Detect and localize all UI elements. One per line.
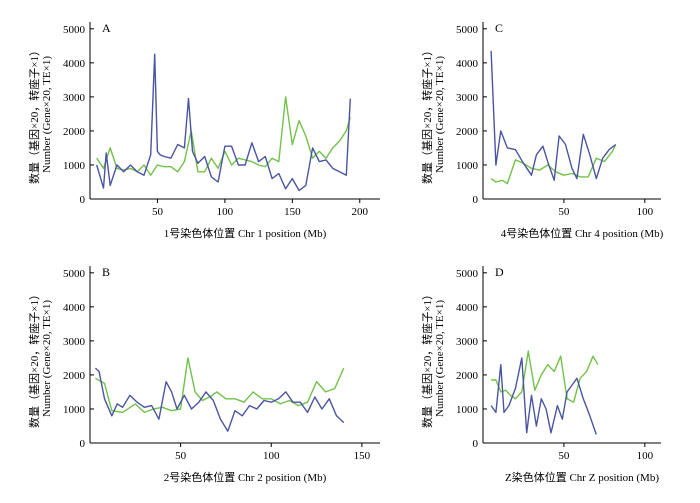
series-line-genes: [490, 50, 617, 182]
y-axis-label: Number (Gene×20, TE×1): [434, 56, 446, 173]
y-axis-label: 数量（基因×20，转座子×1）: [420, 45, 434, 184]
panel-letter: C: [495, 21, 503, 35]
panel-letter: D: [495, 265, 504, 279]
panel-d: 0 1000 2000 3000 4000 5000 50 100 D Z染色体位置 Chr Z …: [420, 265, 661, 484]
x-tick-label: 50: [558, 450, 570, 462]
y-tick-label: 5000: [63, 268, 86, 280]
x-tick-label: 50: [152, 206, 164, 218]
y-tick-label: 4000: [63, 302, 86, 314]
panel-letter: B: [102, 265, 110, 279]
x-axis-label: 2号染色体位置 Chr 2 position (Mb): [164, 470, 327, 484]
y-tick-label: 0: [473, 194, 479, 206]
series-line-te: [491, 350, 599, 403]
y-axis-label: Number (Gene×20, TE×1): [41, 300, 53, 417]
y-tick-label: 4000: [456, 302, 479, 314]
panel-letter: A: [102, 21, 111, 35]
series-line-te: [96, 96, 351, 176]
y-tick-label: 1000: [63, 160, 86, 172]
series-line-genes: [94, 367, 345, 432]
series-line-genes: [490, 357, 597, 435]
y-tick-label: 3000: [456, 336, 479, 348]
x-tick-label: 100: [263, 450, 280, 462]
panel-a: 0 1000 2000 3000 4000 5000 50 100 150 200 A 1号染色体位置…: [27, 21, 380, 240]
x-tick-label: 100: [637, 450, 654, 462]
y-tick-label: 2000: [63, 370, 86, 382]
x-tick-label: 150: [284, 206, 301, 218]
y-tick-label: 3000: [456, 92, 479, 104]
x-tick-label: 150: [354, 450, 371, 462]
x-axis-label: Z染色体位置 Chr Z position (Mb): [505, 470, 659, 484]
y-axis-label: Number (Gene×20, TE×1): [41, 56, 53, 173]
x-tick-label: 100: [637, 206, 654, 218]
y-tick-label: 5000: [456, 24, 479, 36]
y-tick-label: 2000: [456, 370, 479, 382]
y-axis-label: 数量（基因×20，转座子×1）: [27, 45, 41, 184]
x-tick-label: 200: [352, 206, 369, 218]
y-tick-label: 2000: [456, 126, 479, 138]
series-line-te: [490, 144, 617, 185]
panel-b: 0 1000 2000 3000 4000 5000 50 100 150 B 2号染色体位置 Ch…: [27, 265, 380, 484]
series-line-genes: [96, 53, 351, 192]
x-axis-label: 1号染色体位置 Chr 1 position (Mb): [164, 226, 327, 240]
y-tick-label: 2000: [63, 126, 86, 138]
y-tick-label: 4000: [63, 58, 86, 70]
y-axis-label: 数量（基因×20，转座子×1）: [420, 289, 434, 428]
y-tick-label: 1000: [456, 404, 479, 416]
y-tick-label: 4000: [456, 58, 479, 70]
panel-c: 0 1000 2000 3000 4000 5000 50 100 C 4号染色体位置 Chr 4…: [420, 21, 664, 240]
y-tick-label: 1000: [63, 404, 86, 416]
x-tick-label: 50: [175, 450, 187, 462]
y-tick-label: 0: [80, 194, 86, 206]
y-tick-label: 0: [80, 438, 86, 450]
y-tick-label: 3000: [63, 92, 86, 104]
y-tick-label: 1000: [456, 160, 479, 172]
x-tick-label: 100: [217, 206, 234, 218]
y-tick-label: 5000: [63, 24, 86, 36]
y-axis-label: 数量（基因×20，转座子×1）: [27, 289, 41, 428]
series-line-te: [95, 357, 345, 414]
y-axis-label: Number (Gene×20, TE×1): [434, 300, 446, 417]
y-tick-label: 3000: [63, 336, 86, 348]
y-tick-label: 0: [473, 438, 479, 450]
x-axis-label: 4号染色体位置 Chr 4 position (Mb): [501, 226, 664, 240]
y-tick-label: 5000: [456, 268, 479, 280]
x-tick-label: 50: [558, 206, 570, 218]
